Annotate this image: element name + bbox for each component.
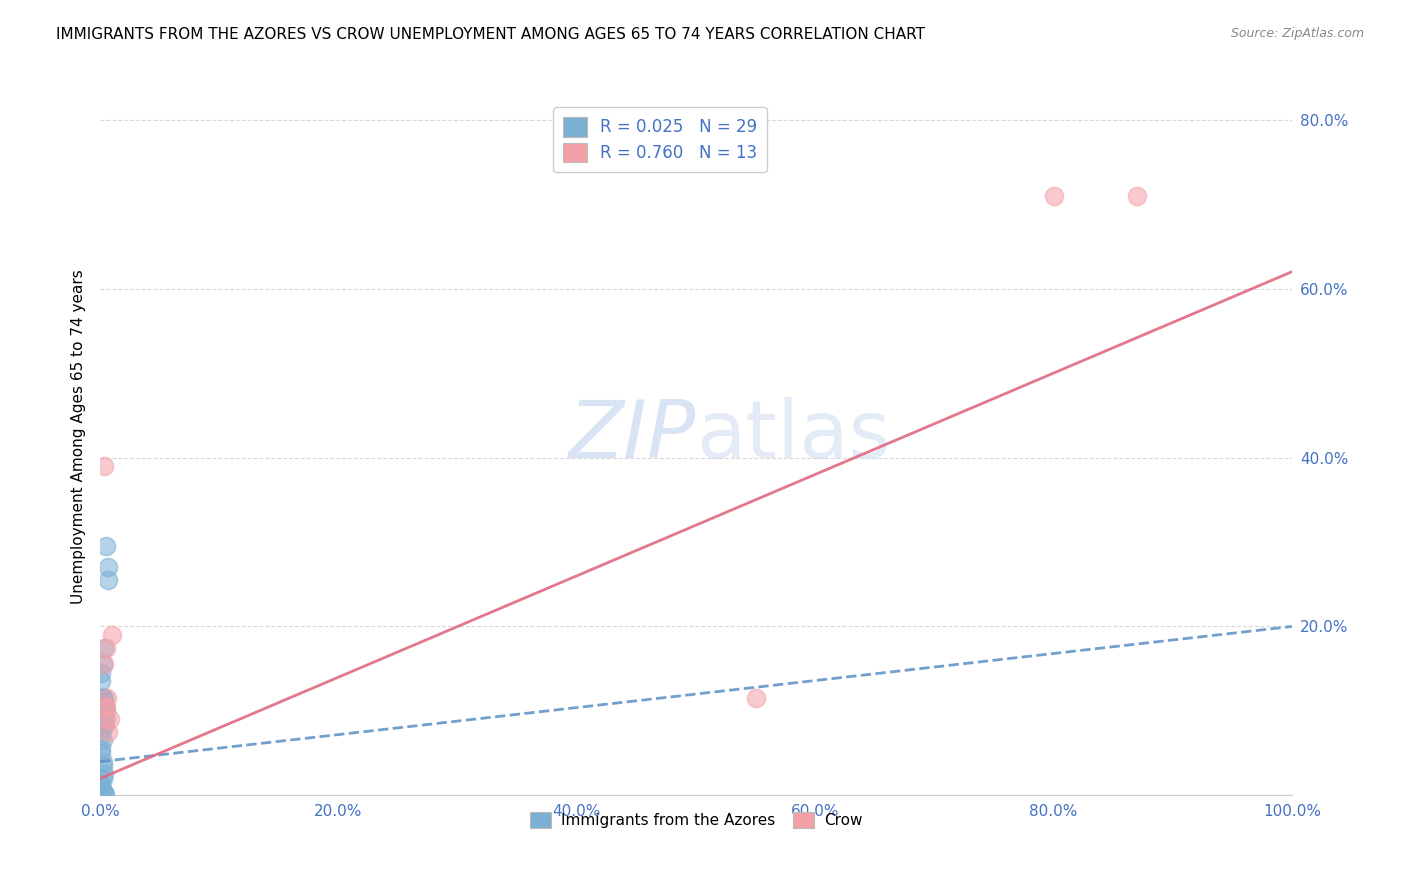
Point: [90, 665, 112, 680]
Point: [90, 746, 112, 760]
Point: [97, 560, 120, 574]
Point: [90, 775, 112, 789]
Point: [1042, 188, 1064, 202]
Point: [94, 704, 117, 718]
Point: [96, 691, 118, 706]
Point: [94, 716, 117, 731]
Point: [97, 573, 120, 587]
Point: [93, 786, 115, 800]
Text: IMMIGRANTS FROM THE AZORES VS CROW UNEMPLOYMENT AMONG AGES 65 TO 74 YEARS CORREL: IMMIGRANTS FROM THE AZORES VS CROW UNEMP…: [56, 27, 925, 42]
Point: [93, 767, 115, 781]
Point: [91, 657, 114, 672]
Point: [91, 721, 114, 735]
Point: [93, 691, 115, 706]
Point: [97, 725, 120, 739]
Point: [91, 691, 114, 706]
Point: [94, 712, 117, 726]
Point: [94, 539, 117, 553]
Point: [90, 729, 112, 743]
Point: [93, 458, 115, 473]
Point: [91, 755, 114, 769]
Point: [98, 712, 121, 726]
Point: [101, 628, 124, 642]
Point: [91, 759, 114, 773]
Point: [94, 787, 117, 801]
Point: [93, 640, 115, 655]
Y-axis label: Unemployment Among Ages 65 to 74 years: Unemployment Among Ages 65 to 74 years: [72, 269, 86, 604]
Point: [91, 784, 114, 798]
Text: ZIP: ZIP: [568, 398, 696, 475]
Text: atlas: atlas: [696, 398, 890, 475]
Point: [91, 691, 114, 706]
Point: [93, 657, 115, 672]
Point: [93, 712, 115, 726]
Point: [91, 772, 114, 786]
Point: [91, 733, 114, 747]
Point: [93, 696, 115, 710]
Point: [90, 674, 112, 689]
Point: [1126, 188, 1149, 202]
Legend: Immigrants from the Azores, Crow: Immigrants from the Azores, Crow: [524, 806, 869, 834]
Point: [94, 699, 117, 714]
Point: [94, 699, 117, 714]
Point: [94, 640, 117, 655]
Point: [744, 691, 766, 706]
Point: [90, 780, 112, 794]
Point: [90, 742, 112, 756]
Point: [94, 699, 117, 714]
Text: Source: ZipAtlas.com: Source: ZipAtlas.com: [1230, 27, 1364, 40]
